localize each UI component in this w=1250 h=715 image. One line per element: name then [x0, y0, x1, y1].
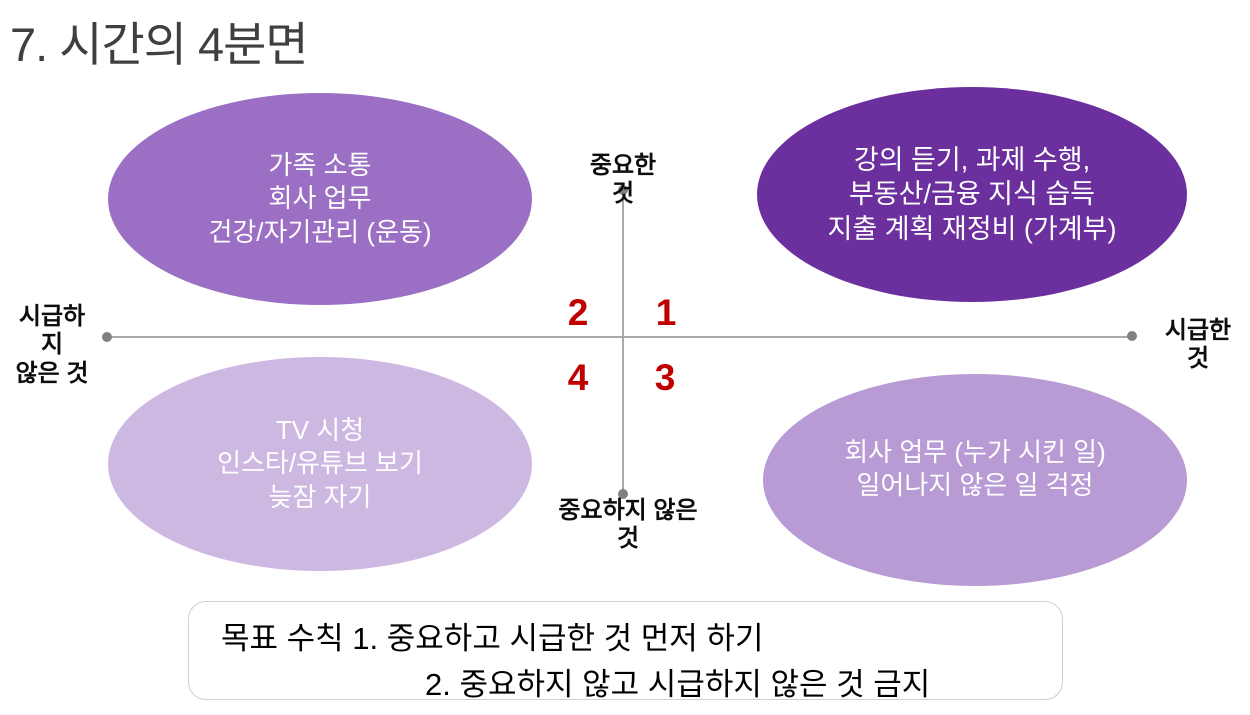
ellipse-not-important-urgent: 회사 업무 (누가 시킨 일) 일어나지 않은 일 걱정	[763, 374, 1187, 586]
ellipse-text-line: 회사 업무	[268, 183, 372, 214]
goal-rule-2: 2. 중요하지 않고 시급하지 않은 것 금지	[425, 667, 931, 702]
axis-label-line: 중요한	[589, 152, 657, 179]
page-title: 7. 시간의 4분면	[10, 18, 309, 71]
ellipse-not-important-not-urgent: TV 시청 인스타/유튜브 보기 늦잠 자기	[108, 357, 532, 571]
vertical-axis-line	[622, 191, 624, 494]
ellipse-text-line: TV 시청	[275, 415, 365, 446]
ellipse-text-line: 인스타/유튜브 보기	[217, 448, 423, 479]
axis-label-line: 중요하지 않은	[558, 497, 698, 524]
quadrant-number-1: 1	[655, 292, 677, 333]
axis-label-not-important: 중요하지 않은 것	[528, 497, 728, 554]
ellipse-text-line: 지출 계획 재정비 (가계부)	[827, 213, 1117, 244]
goal-rules-box: 목표 수칙 1. 중요하고 시급한 것 먼저 하기 2. 중요하지 않고 시급하…	[188, 601, 1063, 702]
axis-endpoint-dot-left	[102, 332, 112, 342]
axis-endpoint-dot-right	[1127, 331, 1137, 341]
ellipse-text-line: 일어나지 않은 일 걱정	[856, 470, 1094, 500]
axis-label-not-urgent: 시급하 지 않은 것	[2, 303, 102, 388]
axis-label-line: 것	[611, 180, 635, 208]
axis-label-line: 시급하	[18, 303, 86, 330]
ellipse-text-line: 가족 소통	[268, 150, 372, 181]
axis-label-urgent: 시급한 것	[1143, 317, 1250, 374]
quadrant-number-3: 3	[654, 357, 676, 398]
horizontal-axis-line	[107, 336, 1133, 338]
ellipse-text-line: 부동산/금융 지식 습득	[848, 179, 1096, 210]
axis-endpoint-dot-bottom	[618, 489, 628, 499]
axis-endpoint-dot-top	[618, 185, 628, 195]
quadrant-number-2: 2	[567, 292, 589, 333]
axis-label-line: 것	[1186, 345, 1210, 373]
ellipse-text-line: 늦잠 자기	[268, 481, 372, 512]
quadrant-number-4: 4	[567, 357, 589, 398]
axis-label-line: 시급한	[1164, 317, 1232, 344]
ellipse-text-line: 강의 듣기, 과제 수행,	[853, 144, 1091, 175]
axis-label-line: 것	[616, 525, 640, 553]
ellipse-text-line: 회사 업무 (누가 시킨 일)	[844, 436, 1106, 467]
goal-rule-1: 목표 수칙 1. 중요하고 시급한 것 먼저 하기	[221, 621, 764, 656]
axis-label-line: 않은 것	[15, 359, 89, 387]
axis-label-important: 중요한 것	[573, 152, 673, 209]
ellipse-important-not-urgent: 가족 소통 회사 업무 건강/자기관리 (운동)	[108, 93, 532, 305]
ellipse-text-line: 건강/자기관리 (운동)	[208, 216, 432, 247]
axis-label-line: 지	[40, 331, 64, 359]
ellipse-important-urgent: 강의 듣기, 과제 수행, 부동산/금융 지식 습득 지출 계획 재정비 (가계…	[757, 87, 1187, 302]
